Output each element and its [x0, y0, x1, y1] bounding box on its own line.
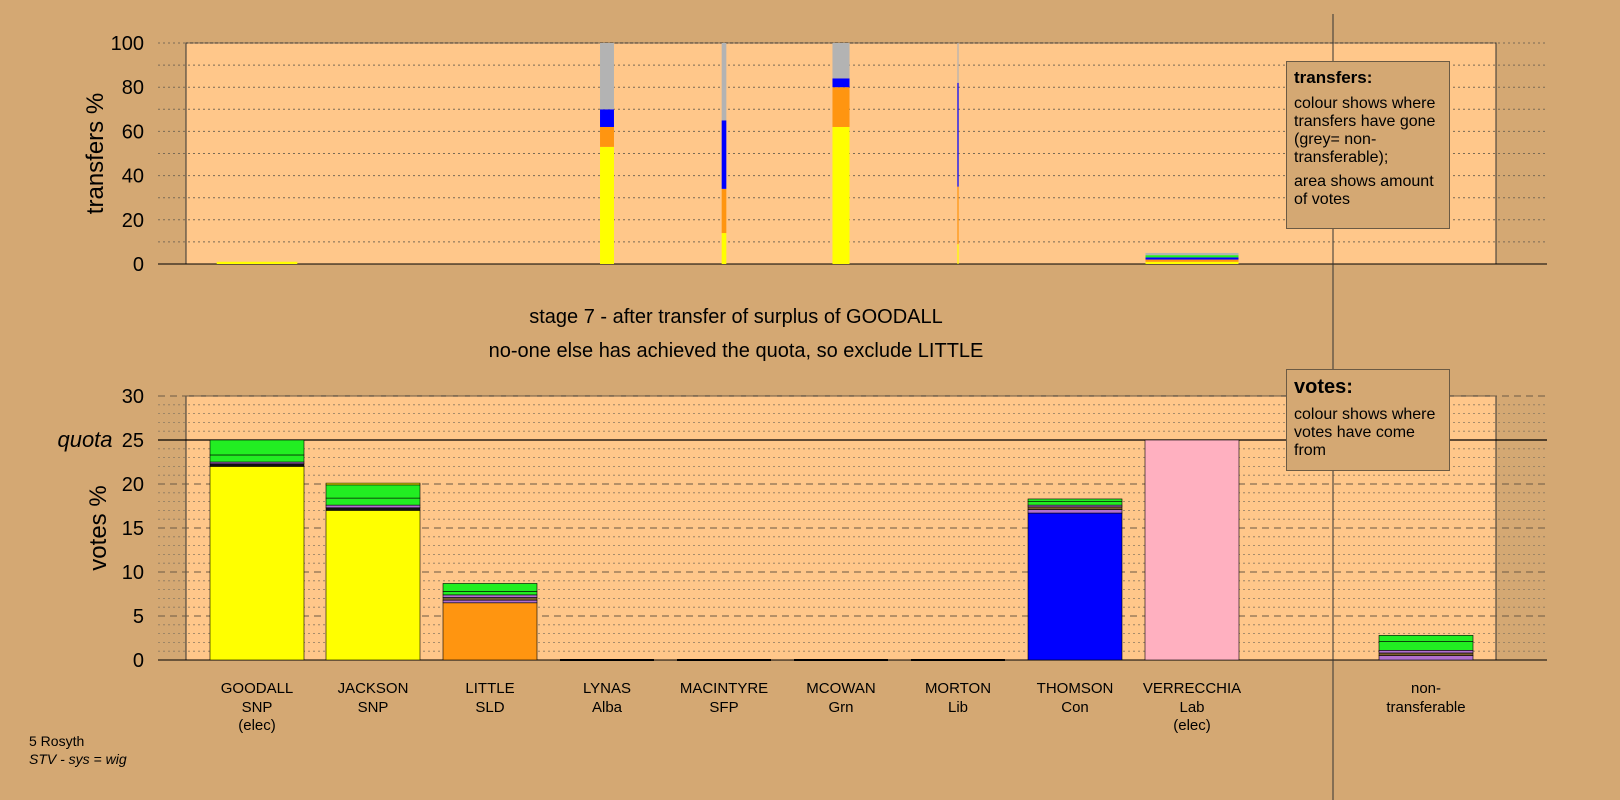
ward-name: 5 Rosyth [29, 733, 85, 749]
transfer-segment-lynas-con [600, 109, 614, 127]
transfer-segment-goodall-snp [216, 261, 298, 264]
candidate-party-label: SFP [709, 699, 738, 716]
transfers-y-tick-label: 60 [122, 121, 144, 143]
vote-segment-non--grn [1378, 635, 1474, 642]
votes-y-tick-label: 25 [122, 430, 144, 452]
vote-segment-little-alba [442, 594, 538, 598]
stage-caption: stage 7 - after transfer of surplus of G… [529, 306, 943, 328]
transfer-segment-morton-snp [957, 244, 959, 264]
vote-segment-little-grn [442, 583, 538, 592]
transfer-segment-morton-con [957, 82, 959, 187]
quota-label: quota [57, 427, 112, 452]
transfers-legend-text-area: area shows amount of votes [1294, 173, 1434, 208]
transfers-legend: transfers: colour shows where transfers … [1286, 61, 1450, 229]
transfer-segment-mcowan-nontransferable [832, 43, 850, 79]
candidate-party-label: SNP [358, 699, 389, 716]
vote-segment-jackson-alba [325, 504, 421, 509]
votes-y-tick-label: 0 [133, 650, 144, 672]
vote-segment-little-grn [442, 591, 538, 596]
vote-segment-little-lib [442, 597, 538, 601]
transfer-segment-mcowan-snp [832, 126, 850, 264]
vote-segment-non--grn [1378, 641, 1474, 651]
transfer-segment-mcowan-con [832, 78, 850, 88]
transfer-segment-macintyre-snp [721, 233, 727, 264]
transfer-segment-lynas-nontransferable [600, 43, 614, 110]
vote-segment-little-alba [442, 599, 538, 604]
vote-segment-jackson-grn [325, 497, 421, 506]
vote-segment-goodall-sfp [209, 463, 305, 467]
vote-segment-thomson-lib [1027, 506, 1123, 510]
candidate-party-label: transferable [1386, 699, 1465, 716]
candidate-name-label: MCOWAN [806, 680, 875, 697]
candidate-name-label: VERRECCHIA [1143, 680, 1241, 697]
transfers-y-tick-label: 100 [111, 33, 144, 55]
candidate-name-label: LYNAS [583, 680, 631, 697]
vote-segment-verrecchia-lab [1144, 439, 1240, 661]
transfer-segment-lynas-sld [600, 126, 614, 147]
candidate-party-label: Lib [948, 699, 968, 716]
transfer-segment-verrecchia-snp [1145, 261, 1239, 264]
candidate-party-label: SLD [475, 699, 504, 716]
vote-segment-non--alba [1378, 650, 1474, 654]
transfer-segment-macintyre-con [721, 120, 727, 189]
transfer-segment-verrecchia-nontransferable [1145, 252, 1239, 256]
vote-segment-little-sld [442, 602, 538, 661]
vote-segment-non--alba [1378, 655, 1474, 661]
transfer-segment-lynas-snp [600, 146, 614, 264]
votes-legend-text: colour shows where votes have come from [1294, 406, 1436, 459]
candidate-status-label: (elec) [1173, 717, 1211, 734]
transfer-segment-macintyre-sld [721, 188, 727, 234]
candidate-name-label: JACKSON [338, 680, 409, 697]
candidate-party-label: Con [1061, 699, 1089, 716]
candidate-name-label: GOODALL [221, 680, 294, 697]
votes-y-tick-label: 20 [122, 474, 144, 496]
vote-segment-thomson-grn [1027, 501, 1123, 506]
transfer-segment-verrecchia-grn [1145, 255, 1239, 258]
vote-segment-jackson-sfp [325, 507, 421, 511]
vote-segment-goodall-snp [209, 466, 305, 661]
transfers-y-tick-label: 40 [122, 166, 144, 188]
transfer-segment-verrecchia-sld [1145, 259, 1239, 262]
stv-system-label: STV - sys = wig [29, 751, 127, 767]
transfers-legend-text-colour: colour shows where transfers have gone (… [1294, 95, 1436, 166]
transfer-segment-morton-nontransferable [957, 43, 959, 83]
candidate-name-label: MORTON [925, 680, 991, 697]
vote-segment-thomson-con [1027, 512, 1123, 661]
candidate-party-label: Grn [828, 699, 853, 716]
transfers-y-tick-label: 20 [122, 210, 144, 232]
transfers-legend-title: transfers: [1294, 68, 1373, 87]
transfers-y-tick-label: 80 [122, 77, 144, 99]
votes-y-tick-label: 30 [122, 386, 144, 408]
vote-segment-goodall-grn [209, 439, 305, 456]
votes-y-tick-label: 10 [122, 562, 144, 584]
transfer-segment-macintyre-nontransferable [721, 43, 727, 121]
candidate-party-label: Alba [592, 699, 623, 716]
votes-y-axis-label: votes % [85, 485, 112, 570]
votes-y-tick-label: 15 [122, 518, 144, 540]
candidate-status-label: (elec) [238, 717, 276, 734]
votes-legend-title: votes: [1294, 376, 1353, 398]
vote-segment-thomson-grn [1027, 498, 1123, 502]
vote-segment-non--lib [1378, 652, 1474, 656]
votes-y-tick-label: 5 [133, 606, 144, 628]
vote-segment-thomson-alba [1027, 509, 1123, 514]
candidate-name-label: non- [1411, 680, 1441, 697]
candidate-name-label: MACINTYRE [680, 680, 768, 697]
vote-segment-goodall-grn [209, 454, 305, 463]
transfer-segment-mcowan-sld [832, 87, 850, 127]
vote-segment-jackson-grn [325, 484, 421, 499]
candidate-name-label: THOMSON [1037, 680, 1114, 697]
votes-legend: votes: colour shows where votes have com… [1286, 369, 1450, 471]
transfer-segment-verrecchia-con [1145, 257, 1239, 260]
candidate-party-label: Lab [1179, 699, 1204, 716]
candidate-name-label: LITTLE [465, 680, 514, 697]
vote-segment-jackson-snp [325, 510, 421, 661]
exclusion-caption: no-one else has achieved the quota, so e… [489, 340, 984, 362]
transfers-y-axis-label: transfers % [82, 93, 109, 214]
vote-segment-jackson-snp [325, 482, 421, 486]
transfers-y-tick-label: 0 [133, 254, 144, 276]
candidate-party-label: SNP [242, 699, 273, 716]
transfer-segment-morton-sld [957, 186, 959, 245]
